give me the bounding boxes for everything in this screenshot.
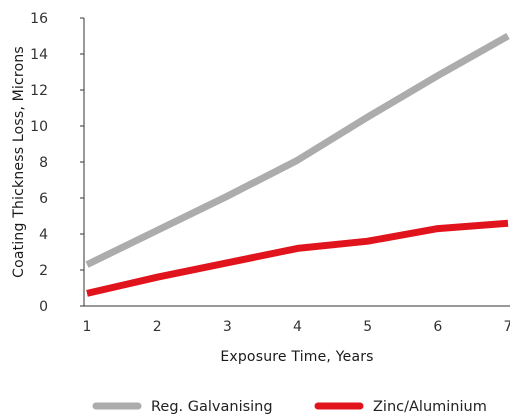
- x-tick-label: 2: [153, 319, 162, 335]
- y-tick-label: 8: [39, 155, 48, 171]
- x-tick-labels: 1 2 3 4 5 6 7: [83, 319, 510, 335]
- x-tick-label: 5: [363, 319, 372, 335]
- series-line-reg-galvanising: [85, 32, 510, 268]
- series-line-zinc-aluminium: [86, 219, 509, 297]
- x-tick-label: 1: [83, 319, 92, 335]
- y-axis-title: Coating Thickness Loss, Microns: [11, 46, 27, 278]
- legend-label-zinc-aluminium: Zinc/Aluminium: [373, 399, 487, 415]
- y-tick-label: 12: [30, 83, 48, 99]
- x-tick-label: 7: [504, 319, 510, 335]
- x-tick-label: 3: [223, 319, 232, 335]
- y-tick-label: 4: [39, 227, 48, 243]
- y-tick-label: 0: [39, 299, 48, 315]
- legend-label-reg-galvanising: Reg. Galvanising: [151, 399, 273, 415]
- x-tick-label: 4: [293, 319, 302, 335]
- series-lines: [85, 32, 510, 297]
- y-tick-label: 16: [30, 11, 48, 27]
- y-tick-label: 2: [39, 263, 48, 279]
- x-axis-title: Exposure Time, Years: [220, 349, 373, 365]
- y-tick-label: 14: [30, 47, 48, 63]
- legend: Reg. Galvanising Zinc/Aluminium: [92, 399, 487, 415]
- y-tick-label: 10: [30, 119, 48, 135]
- x-tick-label: 6: [433, 319, 442, 335]
- y-tick-label: 6: [39, 191, 48, 207]
- y-tick-labels: 0 2 4 6 8 10 12 14 16: [30, 11, 84, 315]
